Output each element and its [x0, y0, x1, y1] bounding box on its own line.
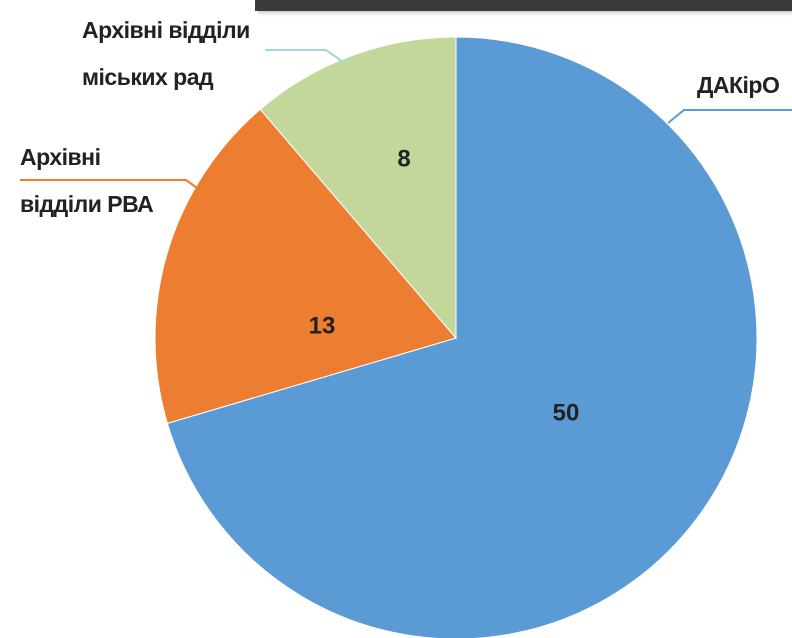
- pie-slice: [154, 108, 457, 425]
- leader-line: [667, 109, 792, 124]
- category-label: Архівні відділи РВА: [20, 144, 154, 217]
- bar-shadow: [258, 10, 792, 18]
- pie-slice: [259, 36, 457, 340]
- category-label: ДАКірО: [697, 72, 780, 98]
- top-bar: [255, 0, 792, 11]
- data-label: 8: [397, 145, 410, 172]
- pie-slice: [166, 36, 758, 638]
- leader-line: [265, 49, 347, 65]
- data-label: 13: [309, 312, 336, 339]
- data-label: 50: [553, 399, 580, 426]
- leader-line: [20, 179, 201, 191]
- category-label: Архівні відділи міських рад: [82, 17, 250, 90]
